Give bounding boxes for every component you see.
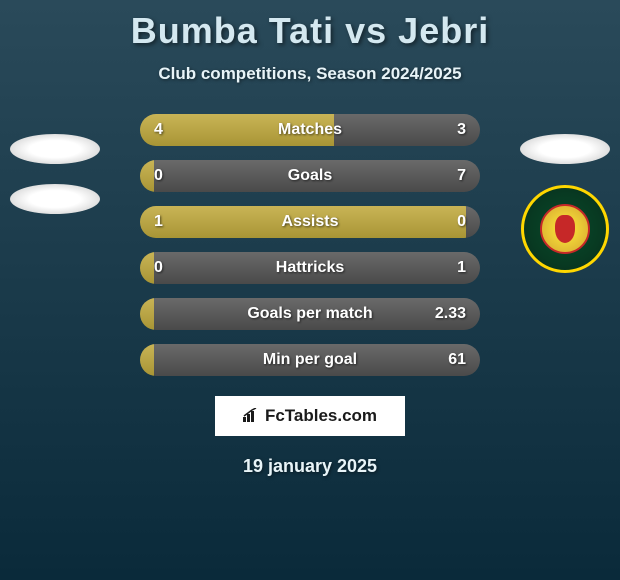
stat-row: Hattricks 0 1: [140, 252, 480, 284]
fctables-attribution: FcTables.com: [215, 396, 405, 436]
stat-row: Min per goal 61: [140, 344, 480, 376]
fctables-label: FcTables.com: [265, 406, 377, 426]
stat-label: Goals per match: [247, 305, 372, 323]
stat-label: Goals: [288, 167, 332, 185]
stat-row: Goals 0 7: [140, 160, 480, 192]
stat-value-right: 61: [448, 351, 466, 369]
stat-value-right: 0: [457, 213, 466, 231]
stat-value-right: 1: [457, 259, 466, 277]
date-text: 19 january 2025: [0, 456, 620, 477]
stat-bar-left-fill: [140, 344, 154, 376]
stat-value-right: 7: [457, 167, 466, 185]
stat-label: Assists: [282, 213, 339, 231]
stat-bar-left-fill: [140, 160, 154, 192]
stat-label: Matches: [278, 121, 342, 139]
page-title: Bumba Tati vs Jebri: [0, 0, 620, 52]
stat-bar-left-fill: [140, 298, 154, 330]
stat-value-left: 1: [154, 213, 163, 231]
player2-badge: [520, 104, 610, 194]
stat-value-left: 0: [154, 167, 163, 185]
ellipse-icon: [10, 184, 100, 214]
stat-row: Matches 4 3: [140, 114, 480, 146]
ellipse-icon: [520, 134, 610, 164]
stats-container: Matches 4 3 Goals 0 7 Assists 1 0 Hattricks 0 1 Goal…: [0, 114, 620, 376]
subtitle: Club competitions, Season 2024/2025: [0, 64, 620, 84]
player2-club-badge: [520, 184, 610, 274]
player1-badge-2: [10, 154, 100, 244]
stat-label: Min per goal: [263, 351, 357, 369]
chart-icon: [243, 408, 261, 425]
stat-row: Goals per match 2.33: [140, 298, 480, 330]
stat-label: Hattricks: [276, 259, 344, 277]
stat-bar-right-fill: [466, 206, 480, 238]
stat-value-left: 4: [154, 121, 163, 139]
stat-value-left: 0: [154, 259, 163, 277]
stat-row: Assists 1 0: [140, 206, 480, 238]
stat-value-right: 3: [457, 121, 466, 139]
club-crest-icon: [521, 185, 609, 273]
stat-bar-left-fill: [140, 252, 154, 284]
stat-value-right: 2.33: [435, 305, 466, 323]
